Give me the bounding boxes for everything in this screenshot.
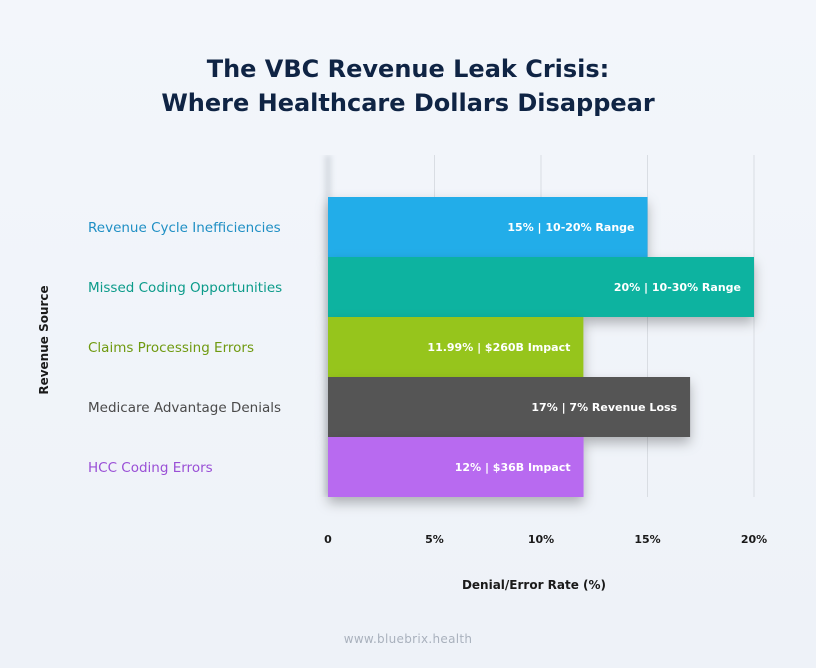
bar: [328, 317, 584, 377]
x-tick-label: 5%: [425, 533, 444, 546]
x-tick-label: 20%: [741, 533, 767, 546]
bar-data-label: 15% | 10-20% Range: [507, 221, 634, 234]
footer-url: www.bluebrix.health: [343, 632, 473, 646]
x-tick-label: 15%: [634, 533, 660, 546]
category-label: Medicare Advantage Denials: [88, 400, 281, 416]
category-label: Revenue Cycle Inefficiencies: [88, 220, 281, 236]
bar: [328, 197, 648, 257]
bar: [328, 377, 691, 437]
bar-data-label: 17% | 7% Revenue Loss: [531, 401, 677, 414]
bar-data-label: 11.99% | $260B Impact: [427, 341, 570, 354]
bar-data-label: 12% | $36B Impact: [455, 461, 571, 474]
category-label: Missed Coding Opportunities: [88, 280, 282, 296]
chart-title-line2: Where Healthcare Dollars Disappear: [161, 89, 655, 117]
category-label: HCC Coding Errors: [88, 460, 213, 476]
x-tick-label: 0: [324, 533, 332, 546]
x-tick-label: 10%: [528, 533, 554, 546]
chart-title: The VBC Revenue Leak Crisis: Where Healt…: [0, 52, 816, 120]
chart-title-line1: The VBC Revenue Leak Crisis:: [206, 55, 610, 83]
category-label: Claims Processing Errors: [88, 340, 254, 356]
x-axis-label: Denial/Error Rate (%): [461, 578, 607, 592]
bar: [328, 437, 584, 497]
bar: [328, 257, 754, 317]
bar-data-label: 20% | 10-30% Range: [614, 281, 741, 294]
y-axis-label: Revenue Source: [37, 285, 51, 395]
